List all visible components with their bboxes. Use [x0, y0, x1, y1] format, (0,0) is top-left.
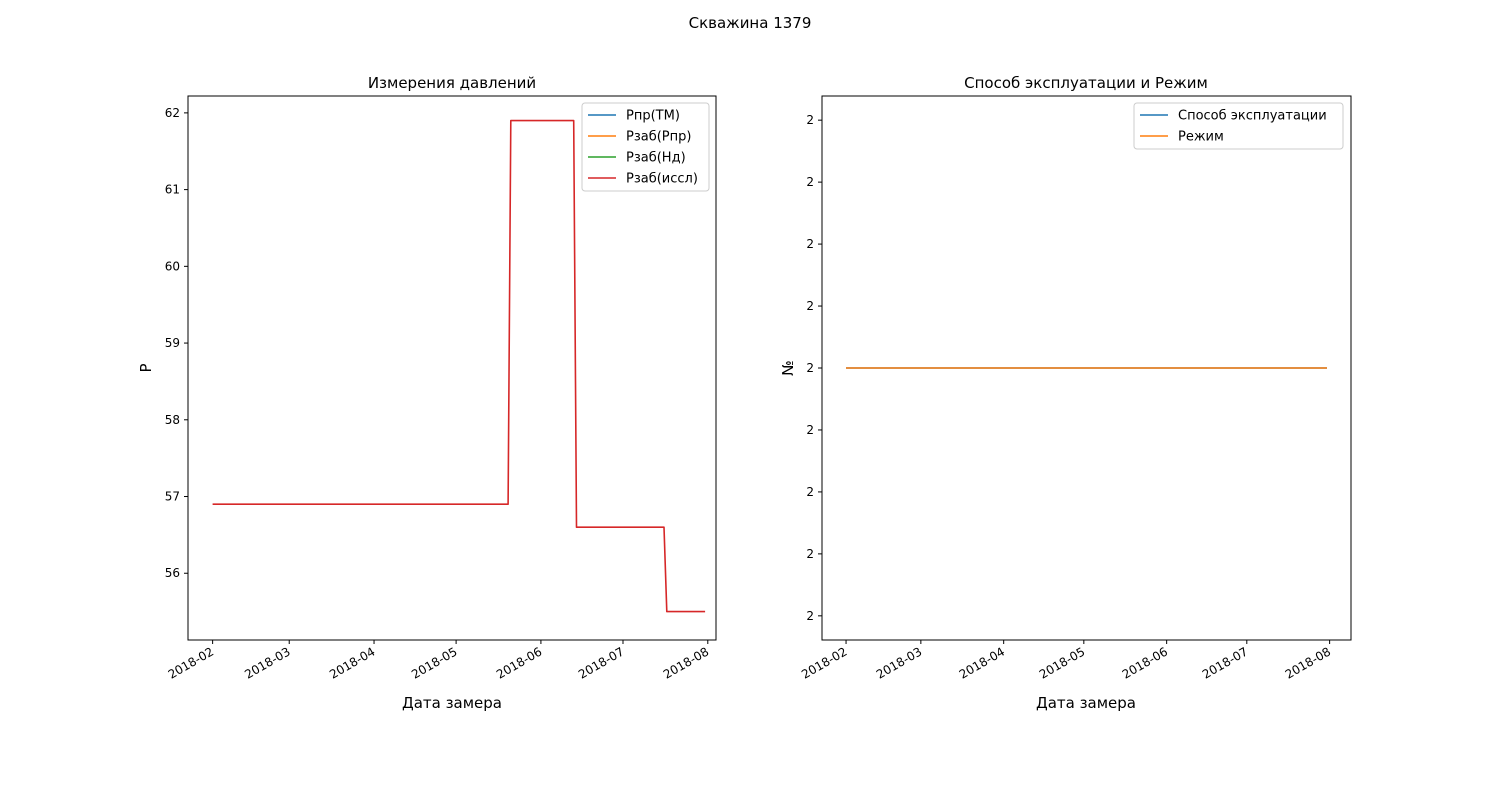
pressure-axes-frame: [187, 95, 717, 641]
figure-title: Скважина 1379: [689, 14, 812, 32]
mode-ytick-label: 2: [806, 175, 814, 189]
pressure-chart: Измерения давлений Дата замера P 5657585…: [137, 74, 717, 712]
pressure-legend-label: Рзаб(Нд): [626, 151, 686, 166]
mode-legend: Способ эксплуатации Режим: [1133, 102, 1344, 150]
mode-chart-ylabel: №: [779, 360, 797, 376]
mode-ytick-label: 2: [806, 361, 814, 375]
mode-legend-label: Режим: [1178, 130, 1224, 145]
pressure-ytick-label: 58: [165, 413, 180, 427]
mode-xtick-label: 2018-05: [1037, 644, 1087, 681]
pressure-chart-xlabel: Дата замера: [402, 694, 502, 712]
pressure-chart-plot: 56 57 58 59 60 61 62 2018-02 2018-03 2018-04 2018-…: [165, 95, 717, 682]
mode-legend-box: [1133, 102, 1344, 150]
pressure-ytick-label: 57: [165, 490, 180, 504]
mode-ytick-label: 2: [806, 485, 814, 499]
pressure-chart-title: Измерения давлений: [368, 74, 536, 92]
mode-ytick-label: 2: [806, 237, 814, 251]
pressure-chart-ylabel: P: [137, 363, 155, 372]
mode-xtick-label: 2018-07: [1200, 644, 1250, 681]
pressure-ytick-label: 61: [165, 183, 180, 197]
mode-xtick-label: 2018-02: [799, 644, 849, 681]
pressure-xtick-label: 2018-02: [166, 644, 216, 681]
pressure-series-line-3: [212, 119, 706, 613]
pressure-xtick-label: 2018-03: [242, 644, 292, 681]
mode-chart-plot: 2 2 2 2 2 2 2 2 2 2018-02 2018-03 2018-04 2018-05 201…: [799, 95, 1352, 682]
mode-ytick-label: 2: [806, 113, 814, 127]
pressure-ytick-label: 60: [165, 259, 180, 273]
pressure-xtick-label: 2018-06: [494, 644, 544, 681]
pressure-xtick-label: 2018-08: [661, 644, 711, 681]
pressure-xtick-label: 2018-04: [327, 644, 377, 681]
mode-xtick-label: 2018-03: [874, 644, 924, 681]
pressure-xtick-label: 2018-05: [409, 644, 459, 681]
pressure-ytick-label: 56: [165, 566, 180, 580]
pressure-ytick-label: 59: [165, 336, 180, 350]
mode-chart-title: Способ эксплуатации и Режим: [964, 74, 1208, 92]
mode-ytick-label: 2: [806, 423, 814, 437]
pressure-legend-label: Pпр(ТМ): [626, 109, 680, 124]
mode-ytick-label: 2: [806, 547, 814, 561]
pressure-legend-label: Рзаб(Рпр): [626, 130, 691, 145]
pressure-legend-box: [581, 102, 710, 192]
pressure-ytick-label: 62: [165, 106, 180, 120]
mode-xtick-label: 2018-04: [957, 644, 1007, 681]
mode-ytick-label: 2: [806, 609, 814, 623]
pressure-legend: Pпр(ТМ) Рзаб(Рпр) Рзаб(Нд) Рзаб(иссл): [581, 102, 710, 192]
mode-legend-label: Способ эксплуатации: [1178, 109, 1327, 124]
mode-xtick-label: 2018-06: [1120, 644, 1170, 681]
pressure-xtick-label: 2018-07: [576, 644, 626, 681]
mode-chart: Способ эксплуатации и Режим Дата замера …: [779, 74, 1352, 712]
mode-xtick-label: 2018-08: [1283, 644, 1333, 681]
mode-chart-xlabel: Дата замера: [1036, 694, 1136, 712]
pressure-legend-label: Рзаб(иссл): [626, 172, 698, 187]
mode-ytick-label: 2: [806, 299, 814, 313]
